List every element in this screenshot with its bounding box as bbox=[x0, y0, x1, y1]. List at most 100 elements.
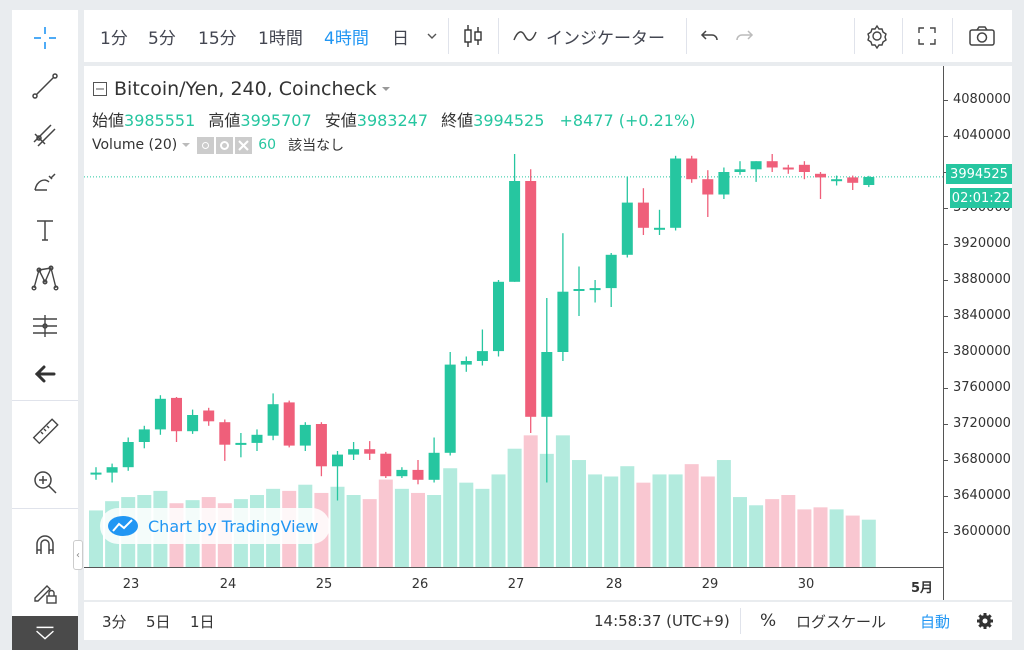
pattern-tool-icon[interactable] bbox=[12, 256, 78, 300]
low-label: 安値 bbox=[324, 111, 357, 130]
candle-body bbox=[654, 227, 665, 230]
volume-bar bbox=[555, 435, 570, 567]
price-tick-mark bbox=[943, 172, 948, 173]
interval-4h[interactable]: 4時間 bbox=[324, 28, 369, 49]
collapse-legend-icon[interactable] bbox=[92, 81, 108, 97]
timezone-clock[interactable]: 14:58:37 (UTC+9) bbox=[594, 612, 730, 630]
candle-body bbox=[702, 179, 714, 195]
auto-scale-toggle[interactable]: 自動 bbox=[920, 612, 951, 631]
symbol-dropdown-icon[interactable] bbox=[381, 84, 391, 94]
candle-body bbox=[525, 181, 537, 417]
time-tick-label: 24 bbox=[219, 577, 237, 592]
interval-1d[interactable]: 日 bbox=[392, 28, 409, 49]
top-toolbar: 1分 5分 15分 1時間 4時間 日 インジケーター bbox=[84, 10, 1012, 62]
candle-style-icon[interactable] bbox=[462, 10, 484, 62]
candle-body bbox=[90, 472, 102, 475]
remove-indicator-icon[interactable] bbox=[235, 136, 253, 154]
arrow-left-icon[interactable] bbox=[12, 352, 78, 396]
legend-ohlc: 始値3985551 高値3995707 安値3983247 終値3994525 … bbox=[92, 107, 695, 131]
toolbar-divider bbox=[12, 508, 78, 509]
price-tick-mark bbox=[943, 352, 948, 353]
redo-icon[interactable] bbox=[734, 10, 754, 62]
volume-dropdown-icon[interactable] bbox=[181, 140, 191, 150]
price-tick-label: 3800000 bbox=[953, 344, 1011, 359]
candle-body bbox=[493, 281, 504, 352]
volume-bar bbox=[427, 495, 442, 567]
price-tick-mark bbox=[943, 100, 948, 101]
volume-bar bbox=[491, 474, 506, 567]
time-tick-label: 27 bbox=[507, 577, 525, 592]
candle-body bbox=[509, 181, 521, 282]
toolbar-divider bbox=[902, 18, 903, 54]
volume-settings-icon[interactable] bbox=[216, 136, 234, 154]
brush-tool-icon[interactable] bbox=[12, 160, 78, 204]
price-tick-mark bbox=[943, 316, 948, 317]
range-1d[interactable]: 1日 bbox=[190, 612, 215, 631]
volume-bar bbox=[733, 497, 747, 567]
candle-body bbox=[718, 172, 730, 195]
volume-bar bbox=[684, 464, 699, 567]
price-tick-label: 3640000 bbox=[953, 488, 1011, 503]
candle-body bbox=[187, 415, 199, 432]
candle-body bbox=[734, 169, 746, 172]
prediction-tool-icon[interactable] bbox=[12, 304, 78, 348]
fullscreen-icon[interactable] bbox=[916, 10, 938, 62]
candle-body bbox=[831, 179, 843, 182]
price-tick-mark bbox=[943, 532, 948, 533]
interval-15m[interactable]: 15分 bbox=[198, 28, 237, 49]
percent-toggle[interactable]: % bbox=[760, 611, 777, 631]
ruler-icon[interactable] bbox=[12, 410, 78, 454]
interval-dropdown-chevron-icon[interactable] bbox=[426, 10, 438, 62]
volume-bar bbox=[636, 482, 651, 567]
volume-bar bbox=[749, 505, 764, 567]
toolbar-divider bbox=[498, 18, 499, 54]
hide-drawings-icon[interactable] bbox=[12, 616, 78, 650]
candle-body bbox=[605, 254, 617, 289]
range-5d[interactable]: 5日 bbox=[146, 612, 171, 631]
camera-snapshot-icon[interactable] bbox=[968, 10, 996, 62]
interval-1h[interactable]: 1時間 bbox=[258, 28, 303, 49]
eye-visibility-icon[interactable] bbox=[197, 136, 215, 154]
interval-5m[interactable]: 5分 bbox=[148, 28, 176, 49]
candle-body bbox=[815, 173, 826, 178]
log-scale-toggle[interactable]: ログスケール bbox=[796, 612, 887, 631]
legend-volume: Volume (20) 60 該当なし bbox=[92, 135, 344, 155]
indicators-button[interactable]: インジケーター bbox=[512, 10, 665, 62]
price-tick-mark bbox=[943, 136, 948, 137]
volume-bar bbox=[652, 474, 667, 567]
price-tick-mark bbox=[943, 496, 948, 497]
tradingview-watermark[interactable]: Chart by TradingView bbox=[100, 508, 331, 544]
candle-body bbox=[332, 454, 343, 467]
price-tick-label: 3720000 bbox=[953, 416, 1011, 431]
candle-body bbox=[621, 202, 633, 255]
volume-bar bbox=[604, 476, 619, 567]
candle-body bbox=[380, 453, 392, 477]
volume-bar bbox=[411, 492, 425, 567]
volume-bar bbox=[845, 515, 860, 567]
zoom-in-icon[interactable] bbox=[12, 460, 78, 504]
text-tool-icon[interactable] bbox=[12, 208, 78, 252]
volume-label: Volume (20) bbox=[92, 137, 178, 153]
price-tick-mark bbox=[943, 208, 948, 209]
magnet-icon[interactable] bbox=[12, 524, 78, 568]
indicators-label: インジケーター bbox=[546, 28, 665, 49]
crosshair-tool-icon[interactable] bbox=[12, 16, 78, 60]
settings-gear-icon[interactable] bbox=[864, 10, 890, 62]
volume-bar bbox=[861, 519, 876, 567]
undo-icon[interactable] bbox=[700, 10, 720, 62]
close-label: 終値 bbox=[441, 111, 474, 130]
countdown-label: 02:01:22 bbox=[950, 188, 1012, 208]
candle-body bbox=[106, 467, 118, 473]
chart-settings-gear-icon[interactable] bbox=[976, 602, 994, 640]
interval-1m[interactable]: 1分 bbox=[100, 28, 128, 49]
volume-bar bbox=[378, 479, 393, 567]
price-tick-mark bbox=[943, 280, 948, 281]
lock-drawing-icon[interactable] bbox=[12, 570, 78, 614]
volume-bar bbox=[346, 495, 361, 567]
range-3m[interactable]: 3分 bbox=[102, 612, 127, 631]
time-tick-label: 30 bbox=[797, 577, 815, 592]
pitchfork-tool-icon[interactable] bbox=[12, 112, 78, 156]
scroll-collapse-handle[interactable]: ‹ bbox=[73, 540, 83, 570]
trend-line-tool-icon[interactable] bbox=[12, 64, 78, 108]
volume-bar bbox=[572, 460, 586, 567]
